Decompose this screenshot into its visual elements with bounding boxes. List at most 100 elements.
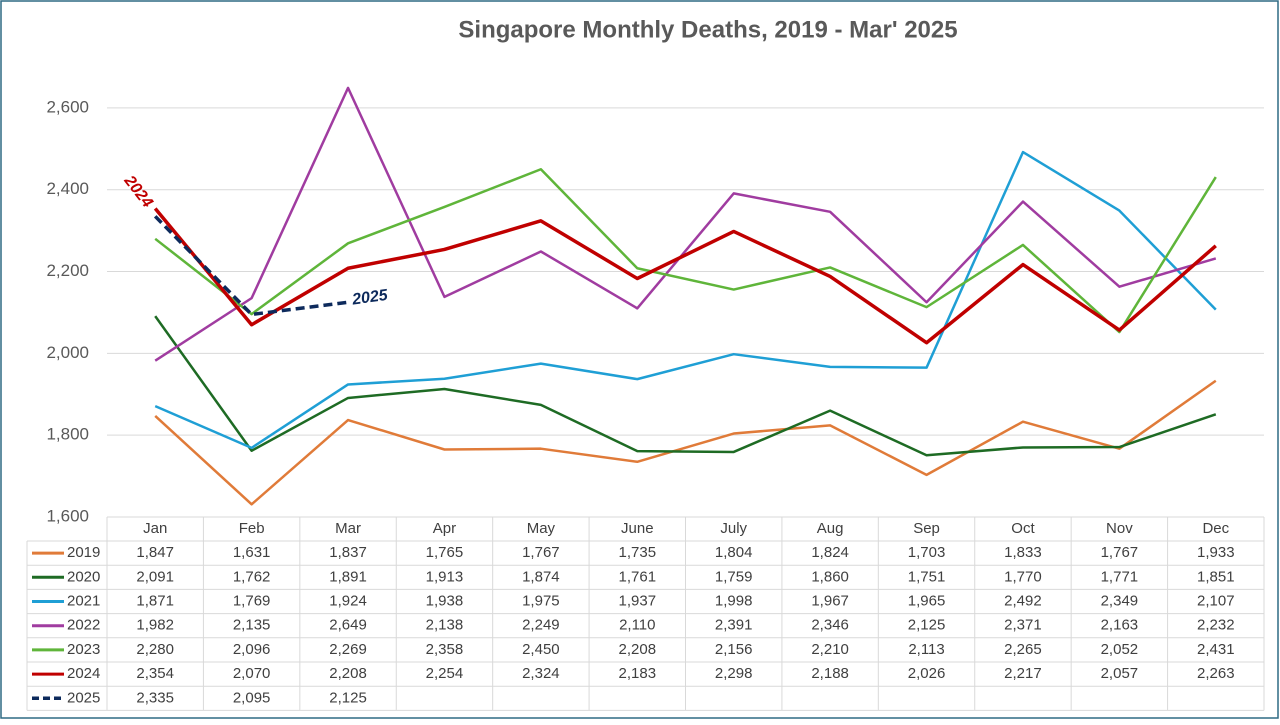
y-tick-label: 2,000 bbox=[46, 343, 89, 362]
series-line bbox=[153, 215, 349, 317]
legend-label: 2024 bbox=[67, 665, 100, 682]
table-value: 2,163 bbox=[1101, 617, 1139, 634]
table-value: 1,860 bbox=[811, 568, 849, 585]
table-value: 1,769 bbox=[233, 592, 271, 609]
table-value: 2,110 bbox=[619, 617, 655, 634]
table-value: 2,450 bbox=[522, 641, 560, 658]
table-value: 1,833 bbox=[1004, 544, 1042, 561]
table-value: 2,324 bbox=[522, 665, 560, 682]
table-value: 2,232 bbox=[1197, 617, 1235, 634]
x-tick-label: Feb bbox=[239, 520, 265, 537]
table-value: 1,847 bbox=[136, 544, 174, 561]
table-value: 2,263 bbox=[1197, 665, 1235, 682]
table-value: 2,138 bbox=[426, 617, 464, 634]
table-value: 1,967 bbox=[811, 592, 849, 609]
chart-title: Singapore Monthly Deaths, 2019 - Mar' 20… bbox=[458, 16, 957, 43]
table-value: 1,851 bbox=[1197, 568, 1235, 585]
table-value: 2,210 bbox=[811, 641, 849, 658]
table-value: 1,767 bbox=[1101, 544, 1139, 561]
x-tick-label: Aug bbox=[817, 520, 844, 537]
table-value: 2,649 bbox=[329, 617, 367, 634]
table-value: 2,057 bbox=[1101, 665, 1139, 682]
table-value: 2,354 bbox=[136, 665, 174, 682]
table-value: 1,998 bbox=[715, 592, 753, 609]
table-value: 1,937 bbox=[619, 592, 657, 609]
x-tick-label: Sep bbox=[913, 520, 940, 537]
table-value: 2,156 bbox=[715, 641, 753, 658]
table-value: 1,837 bbox=[329, 544, 367, 561]
table-value: 1,913 bbox=[426, 568, 464, 585]
x-tick-label: Dec bbox=[1202, 520, 1229, 537]
table-value: 2,070 bbox=[233, 665, 271, 682]
legend-label: 2023 bbox=[67, 641, 100, 658]
y-tick-label: 1,800 bbox=[46, 425, 89, 444]
legend-label: 2021 bbox=[67, 592, 100, 609]
table-value: 2,113 bbox=[908, 641, 944, 658]
x-tick-label: Oct bbox=[1011, 520, 1035, 537]
table-value: 1,767 bbox=[522, 544, 560, 561]
table-value: 2,188 bbox=[811, 665, 849, 682]
table-value: 2,358 bbox=[426, 641, 464, 658]
table-value: 1,631 bbox=[233, 544, 271, 561]
table-value: 2,349 bbox=[1101, 592, 1139, 609]
table-value: 2,265 bbox=[1004, 641, 1042, 658]
series-line bbox=[154, 150, 1217, 450]
table-value: 1,771 bbox=[1101, 568, 1139, 585]
x-tick-label: May bbox=[527, 520, 556, 537]
y-tick-label: 2,400 bbox=[46, 179, 89, 198]
table-value: 1,824 bbox=[811, 544, 849, 561]
y-tick-label: 2,200 bbox=[46, 261, 89, 280]
x-tick-label: Jan bbox=[143, 520, 167, 537]
table-value: 2,249 bbox=[522, 617, 560, 634]
table-value: 2,183 bbox=[619, 665, 657, 682]
table-value: 1,735 bbox=[619, 544, 657, 561]
y-tick-label: 1,600 bbox=[46, 506, 89, 525]
table-value: 1,765 bbox=[426, 544, 464, 561]
x-tick-label: June bbox=[621, 520, 654, 537]
series-line bbox=[154, 86, 1217, 362]
table-value: 2,208 bbox=[619, 641, 657, 658]
annotation: 2025 bbox=[350, 287, 390, 309]
table-value: 2,492 bbox=[1004, 592, 1042, 609]
series-line bbox=[154, 379, 1217, 506]
table-value: 2,208 bbox=[329, 665, 367, 682]
table-value: 2,280 bbox=[136, 641, 174, 658]
table-value: 2,096 bbox=[233, 641, 271, 658]
table-value: 1,804 bbox=[715, 544, 753, 561]
table-value: 1,759 bbox=[715, 568, 753, 585]
legend-label: 2022 bbox=[67, 617, 100, 634]
series-line bbox=[154, 315, 1217, 457]
table-value: 2,052 bbox=[1101, 641, 1139, 658]
table-value: 2,298 bbox=[715, 665, 753, 682]
table-value: 2,107 bbox=[1197, 592, 1235, 609]
table-value: 2,335 bbox=[136, 689, 174, 706]
table-value: 2,431 bbox=[1197, 641, 1235, 658]
x-tick-label: Mar bbox=[335, 520, 361, 537]
table-value: 1,871 bbox=[136, 592, 174, 609]
table-value: 2,346 bbox=[811, 617, 849, 634]
legend-label: 2020 bbox=[67, 568, 100, 585]
x-tick-label: Nov bbox=[1106, 520, 1133, 537]
table-value: 2,091 bbox=[136, 568, 174, 585]
legend-label: 2019 bbox=[67, 544, 100, 561]
legend-label: 2025 bbox=[67, 689, 100, 706]
table-value: 1,751 bbox=[908, 568, 946, 585]
table-value: 2,269 bbox=[329, 641, 367, 658]
x-tick-label: July bbox=[720, 520, 747, 537]
table-value: 1,770 bbox=[1004, 568, 1042, 585]
table-value: 2,217 bbox=[1004, 665, 1042, 682]
table-value: 2,391 bbox=[715, 617, 753, 634]
series-line bbox=[153, 207, 1217, 345]
series-line bbox=[154, 168, 1217, 334]
table-value: 1,933 bbox=[1197, 544, 1235, 561]
table-value: 1,965 bbox=[908, 592, 946, 609]
table-value: 2,026 bbox=[908, 665, 946, 682]
table-value: 1,891 bbox=[329, 568, 367, 585]
table-value: 1,924 bbox=[329, 592, 367, 609]
table-value: 1,982 bbox=[136, 617, 174, 634]
x-tick-label: Apr bbox=[433, 520, 456, 537]
table-value: 1,703 bbox=[908, 544, 946, 561]
table-value: 1,761 bbox=[619, 568, 657, 585]
